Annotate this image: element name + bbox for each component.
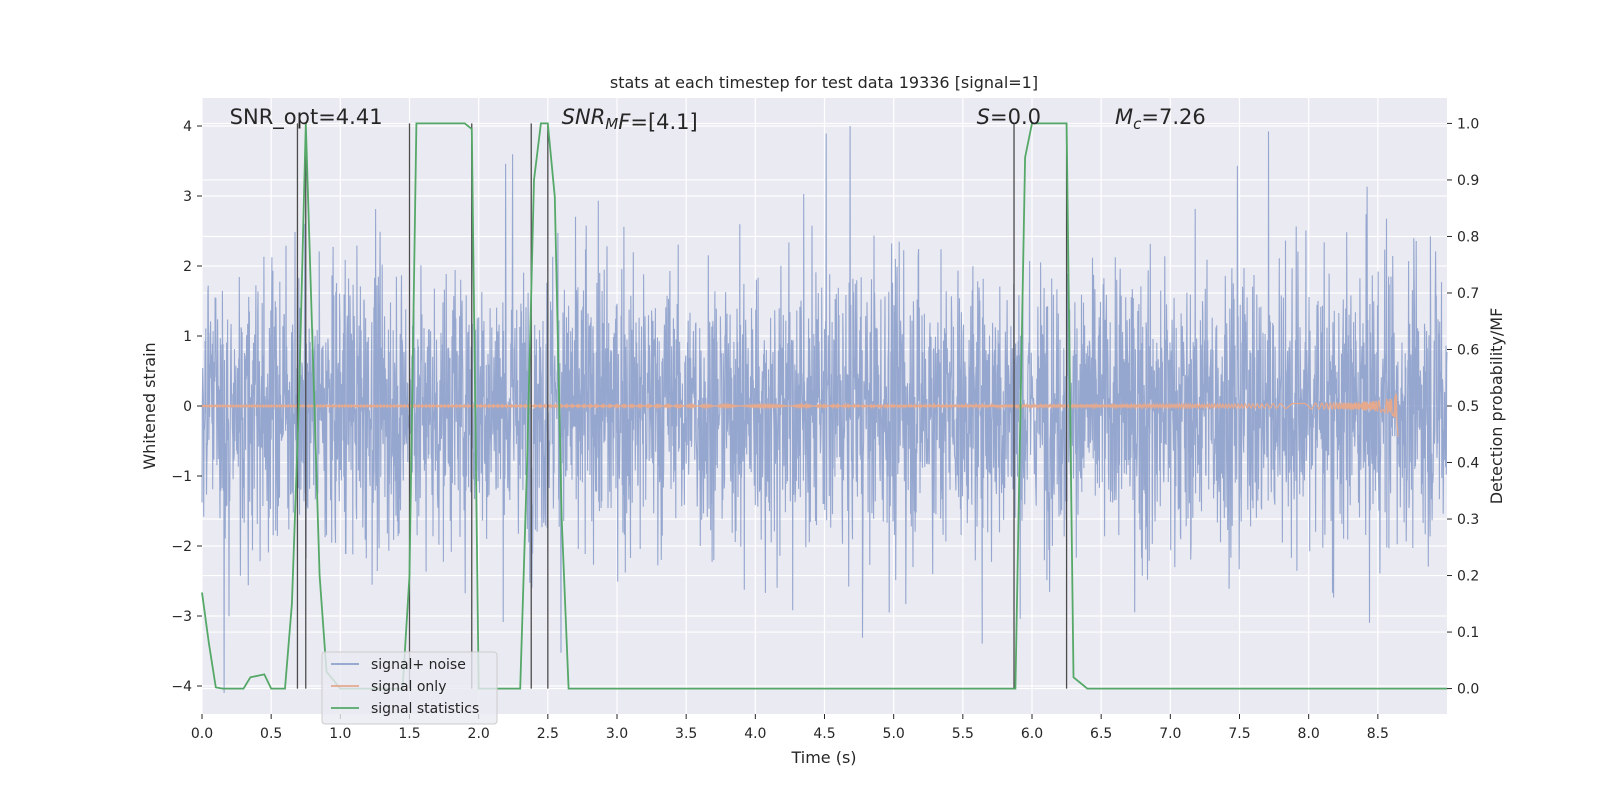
x-tick-4: 2.0 xyxy=(468,726,490,742)
annotation-0: SNR_opt=4.41 xyxy=(230,105,383,130)
y-left-tick-3: −1 xyxy=(171,469,192,485)
series-signal-statistics xyxy=(201,122,1447,690)
x-tick-12: 6.0 xyxy=(1021,726,1043,742)
y-right-tick-labels: 0.0 0.1 0.2 0.3 0.4 0.5 0.6 0.7 0.8 0.9 1.0 xyxy=(1447,116,1479,698)
y-right-tick-4: 0.4 xyxy=(1457,456,1479,472)
y-left-tick-2: −2 xyxy=(171,539,192,555)
annotations: SNR_opt=4.41 SNRMF=[4.1] S=0.0 Mc=7.26 xyxy=(230,105,1206,134)
x-tick-13: 6.5 xyxy=(1090,726,1112,742)
y-right-tick-0: 0.0 xyxy=(1457,682,1479,698)
y-right-tick-2: 0.2 xyxy=(1457,569,1479,585)
x-tick-3: 1.5 xyxy=(398,726,420,742)
x-tick-2: 1.0 xyxy=(329,726,351,742)
detection-markers xyxy=(296,123,1068,689)
legend-label-noise: signal+ noise xyxy=(371,657,466,673)
y-axis-right-title: Detection probability/MF xyxy=(1487,308,1506,505)
y-right-tick-3: 0.3 xyxy=(1457,512,1479,528)
annotation-2: S=0.0 xyxy=(977,105,1041,129)
x-tick-15: 7.5 xyxy=(1228,726,1250,742)
y-right-tick-5: 0.5 xyxy=(1457,399,1479,415)
annotation-3: Mc=7.26 xyxy=(1115,105,1206,133)
x-tick-7: 3.5 xyxy=(675,726,697,742)
x-tick-8: 4.0 xyxy=(744,726,766,742)
x-tick-9: 4.5 xyxy=(813,726,835,742)
annotation-1: SNRMF=[4.1] xyxy=(562,105,698,134)
x-tick-5: 2.5 xyxy=(537,726,559,742)
signal-chirp xyxy=(201,393,1399,437)
series-signal-only xyxy=(201,393,1399,437)
legend-box xyxy=(321,651,498,725)
x-tick-17: 8.5 xyxy=(1367,726,1389,742)
x-tick-11: 5.5 xyxy=(952,726,974,742)
x-tick-1: 0.5 xyxy=(260,726,282,742)
x-tick-14: 7.0 xyxy=(1159,726,1181,742)
y-left-tick-6: 2 xyxy=(183,259,192,275)
chart-title: stats at each timestep for test data 193… xyxy=(610,73,1038,92)
y-left-tick-4: 0 xyxy=(183,399,192,415)
legend: signal+ noise signal only signal statist… xyxy=(321,651,498,725)
x-axis-title: Time (s) xyxy=(790,748,856,767)
x-tick-10: 5.0 xyxy=(883,726,905,742)
y-axis-left-title: Whitened strain xyxy=(140,342,159,469)
y-right-tick-8: 0.8 xyxy=(1457,229,1479,245)
y-left-tick-5: 1 xyxy=(183,329,192,345)
y-right-tick-9: 0.9 xyxy=(1457,173,1479,189)
x-tick-labels: 0.0 0.5 1.0 1.5 2.0 2.5 3.0 3.5 4.0 4.5 5.0 5.5 6.0 6… xyxy=(191,714,1389,742)
y-right-tick-10: 1.0 xyxy=(1457,116,1479,132)
y-left-tick-1: −3 xyxy=(171,609,192,625)
x-tick-6: 3.0 xyxy=(606,726,628,742)
y-right-tick-1: 0.1 xyxy=(1457,625,1479,641)
y-left-tick-7: 3 xyxy=(183,189,192,205)
y-left-tick-labels: −4 −3 −2 −1 0 1 2 3 4 xyxy=(171,119,202,695)
y-left-tick-8: 4 xyxy=(183,119,192,135)
stats-line xyxy=(201,122,1447,690)
y-right-tick-6: 0.6 xyxy=(1457,342,1479,358)
y-left-tick-0: −4 xyxy=(171,679,192,695)
y-right-tick-7: 0.7 xyxy=(1457,286,1479,302)
legend-label-stats: signal statistics xyxy=(371,701,479,717)
x-tick-0: 0.0 xyxy=(191,726,213,742)
legend-label-signal: signal only xyxy=(371,679,446,695)
x-tick-16: 8.0 xyxy=(1298,726,1320,742)
